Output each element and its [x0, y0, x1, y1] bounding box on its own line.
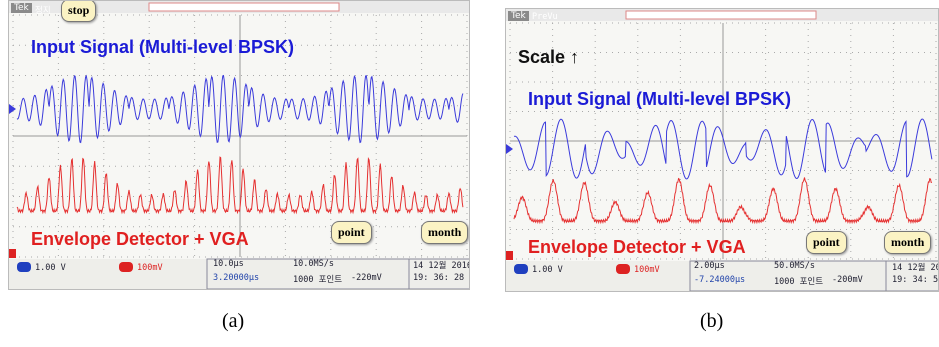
caption: (b): [700, 310, 723, 333]
record-bar: [626, 11, 816, 19]
input-label: Input Signal (Multi-level BPSK): [528, 89, 791, 110]
brand: Tek: [11, 3, 32, 13]
time: 19: 34: 55: [892, 275, 939, 285]
sample-rate: 50.0MS/s: [774, 261, 815, 271]
channel-badge: [514, 264, 528, 274]
ch2-scale: 100mV: [137, 263, 163, 273]
mode: 정지: [35, 4, 51, 16]
channel-marker: [506, 251, 513, 260]
output-label: Envelope Detector + VGA: [31, 229, 249, 250]
time-scale: 2.00µs: [694, 261, 725, 271]
trigger-level: -200mV: [832, 275, 863, 285]
delay: 3.20000µs: [213, 273, 259, 283]
input-label: Input Signal (Multi-level BPSK): [31, 37, 294, 58]
channel-badge: [119, 262, 133, 272]
date: 14 12월 20: [892, 261, 939, 273]
record-bar: [149, 3, 339, 11]
time: 19: 36: 28: [413, 273, 464, 283]
date: 14 12월 2016: [413, 259, 470, 271]
ch2-scale: 100mV: [634, 265, 660, 275]
sample-rate: 10.0MS/s: [293, 259, 334, 269]
record-length: 1000 포인트: [774, 275, 823, 287]
callout: stop: [61, 0, 96, 22]
callout: point: [806, 231, 847, 254]
record-length: 1000 포인트: [293, 273, 342, 285]
channel-badge: [616, 264, 630, 274]
scope-screen: Tek PreVu Scale ↑ Input Signal (Multi-le…: [505, 8, 939, 292]
output-label: Envelope Detector + VGA: [528, 237, 746, 258]
caption: (a): [222, 310, 244, 333]
channel-marker: [9, 249, 16, 258]
time-scale: 10.0µs: [213, 259, 244, 269]
channel-badge: [17, 262, 31, 272]
delay: -7.24000µs: [694, 275, 745, 285]
scale-note: Scale ↑: [518, 47, 579, 68]
ch1-scale: 1.00 V: [532, 265, 563, 275]
mode: PreVu: [532, 12, 558, 22]
callout: month: [421, 221, 468, 244]
figure: Tek 정지 stop Input Signal (Multi-level BP…: [0, 0, 939, 347]
callout: point: [331, 221, 372, 244]
trigger-level: -220mV: [351, 273, 382, 283]
channel-marker: [506, 144, 513, 154]
callout: month: [884, 231, 931, 254]
brand: Tek: [508, 11, 529, 21]
ch1-scale: 1.00 V: [35, 263, 66, 273]
scope-screen: Tek 정지 stop Input Signal (Multi-level BP…: [8, 0, 470, 290]
